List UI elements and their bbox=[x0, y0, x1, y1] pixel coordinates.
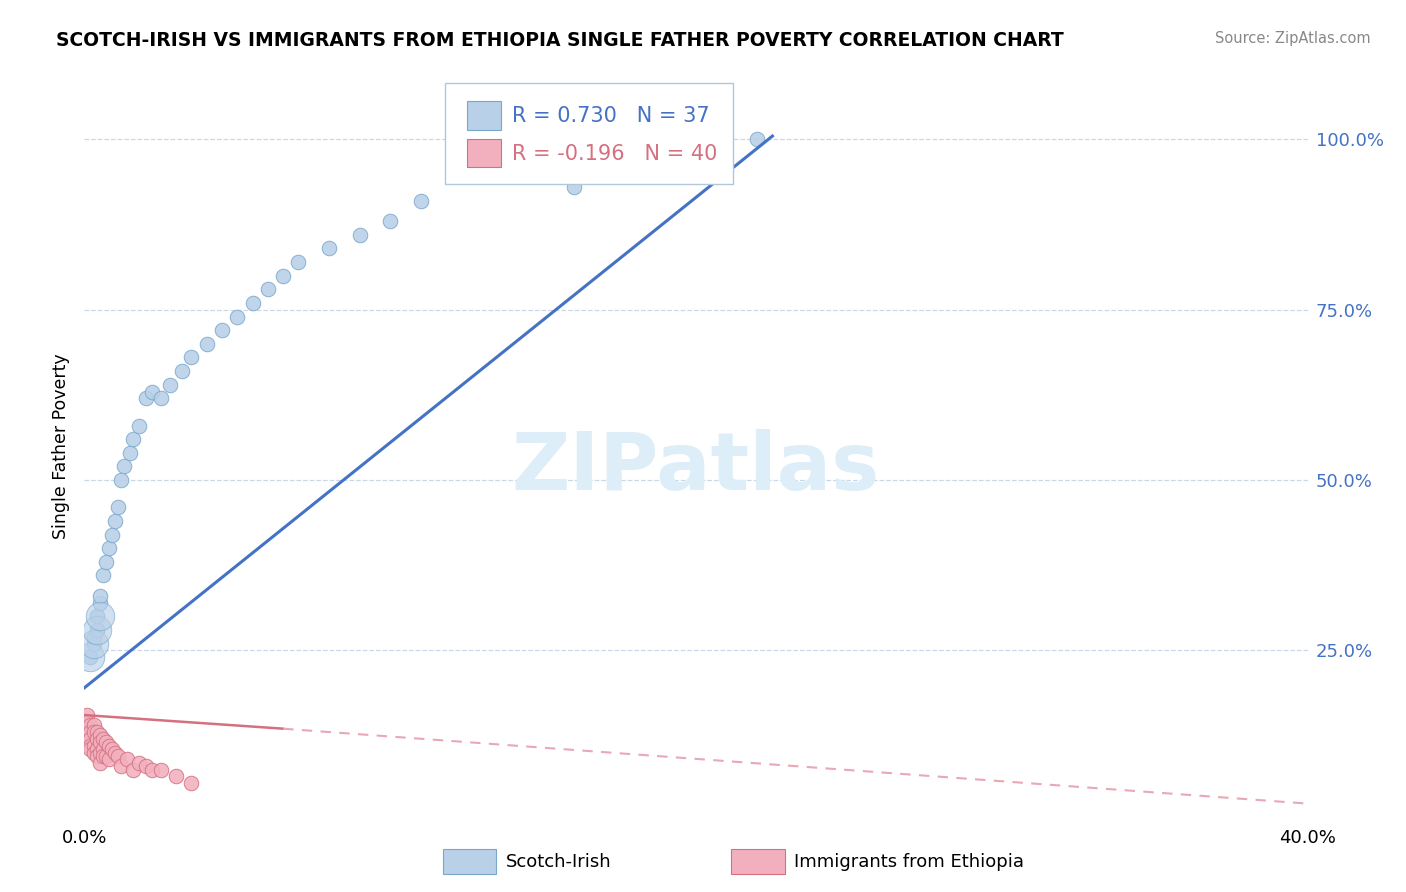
Y-axis label: Single Father Poverty: Single Father Poverty bbox=[52, 353, 70, 539]
Point bbox=[79, 650, 101, 665]
Point bbox=[79, 718, 101, 732]
Point bbox=[86, 623, 108, 637]
Text: R = 0.730   N = 37: R = 0.730 N = 37 bbox=[513, 106, 710, 127]
Text: SCOTCH-IRISH VS IMMIGRANTS FROM ETHIOPIA SINGLE FATHER POVERTY CORRELATION CHART: SCOTCH-IRISH VS IMMIGRANTS FROM ETHIOPIA… bbox=[56, 31, 1064, 50]
FancyBboxPatch shape bbox=[467, 102, 502, 130]
Point bbox=[135, 392, 157, 406]
Point bbox=[83, 636, 105, 650]
Point bbox=[120, 446, 142, 460]
Point bbox=[94, 555, 117, 569]
Point bbox=[107, 500, 129, 515]
Point bbox=[89, 746, 111, 760]
Point bbox=[97, 739, 120, 753]
Point bbox=[141, 763, 163, 777]
Point bbox=[101, 742, 124, 756]
Point bbox=[409, 194, 432, 208]
Point bbox=[115, 752, 138, 766]
Point bbox=[83, 630, 105, 644]
Point bbox=[165, 769, 187, 783]
Point bbox=[94, 735, 117, 749]
Point bbox=[747, 132, 769, 146]
Point bbox=[97, 541, 120, 556]
Point bbox=[104, 746, 127, 760]
Point bbox=[180, 351, 202, 365]
Point bbox=[110, 759, 132, 773]
Point bbox=[112, 459, 135, 474]
Point bbox=[104, 514, 127, 528]
Point bbox=[76, 722, 98, 736]
Point bbox=[83, 636, 105, 650]
Point bbox=[89, 589, 111, 603]
Point bbox=[271, 268, 294, 283]
Point bbox=[122, 432, 145, 446]
Point bbox=[172, 364, 194, 378]
Text: Source: ZipAtlas.com: Source: ZipAtlas.com bbox=[1215, 31, 1371, 46]
Point bbox=[226, 310, 249, 324]
Point bbox=[89, 756, 111, 770]
Point bbox=[79, 742, 101, 756]
Point bbox=[135, 759, 157, 773]
Point bbox=[562, 180, 585, 194]
Point bbox=[349, 227, 371, 242]
Point bbox=[180, 776, 202, 790]
Point bbox=[89, 596, 111, 610]
Point bbox=[380, 214, 402, 228]
Point bbox=[128, 418, 150, 433]
Point bbox=[86, 725, 108, 739]
Point bbox=[149, 763, 172, 777]
Point bbox=[76, 708, 98, 723]
Point bbox=[97, 752, 120, 766]
Point bbox=[211, 323, 233, 337]
Point bbox=[242, 296, 264, 310]
Text: ZIPatlas: ZIPatlas bbox=[512, 429, 880, 508]
Point bbox=[94, 748, 117, 763]
Point bbox=[86, 742, 108, 756]
Point bbox=[195, 336, 218, 351]
Point bbox=[91, 731, 114, 746]
Point bbox=[83, 725, 105, 739]
FancyBboxPatch shape bbox=[467, 139, 502, 168]
Point bbox=[101, 527, 124, 541]
Point bbox=[110, 473, 132, 487]
Point bbox=[107, 748, 129, 763]
Point bbox=[89, 729, 111, 743]
Point bbox=[89, 735, 111, 749]
Point bbox=[122, 763, 145, 777]
Point bbox=[318, 242, 340, 256]
Point bbox=[79, 731, 101, 746]
Point bbox=[91, 568, 114, 582]
Point bbox=[79, 650, 101, 665]
Point bbox=[86, 623, 108, 637]
Point bbox=[76, 729, 98, 743]
Point bbox=[86, 609, 108, 624]
Point bbox=[79, 725, 101, 739]
Point bbox=[83, 739, 105, 753]
Point bbox=[159, 377, 181, 392]
Text: Immigrants from Ethiopia: Immigrants from Ethiopia bbox=[794, 853, 1025, 871]
Point bbox=[83, 746, 105, 760]
Text: Scotch-Irish: Scotch-Irish bbox=[506, 853, 612, 871]
Point bbox=[141, 384, 163, 399]
Point bbox=[257, 282, 280, 296]
Point bbox=[83, 718, 105, 732]
Point bbox=[86, 748, 108, 763]
Point bbox=[76, 714, 98, 729]
Point bbox=[89, 609, 111, 624]
FancyBboxPatch shape bbox=[446, 83, 733, 184]
Text: R = -0.196   N = 40: R = -0.196 N = 40 bbox=[513, 144, 718, 164]
Point bbox=[86, 731, 108, 746]
Point bbox=[79, 739, 101, 753]
Point bbox=[149, 392, 172, 406]
Point bbox=[91, 748, 114, 763]
Point bbox=[91, 742, 114, 756]
Point bbox=[287, 255, 309, 269]
Point bbox=[128, 756, 150, 770]
